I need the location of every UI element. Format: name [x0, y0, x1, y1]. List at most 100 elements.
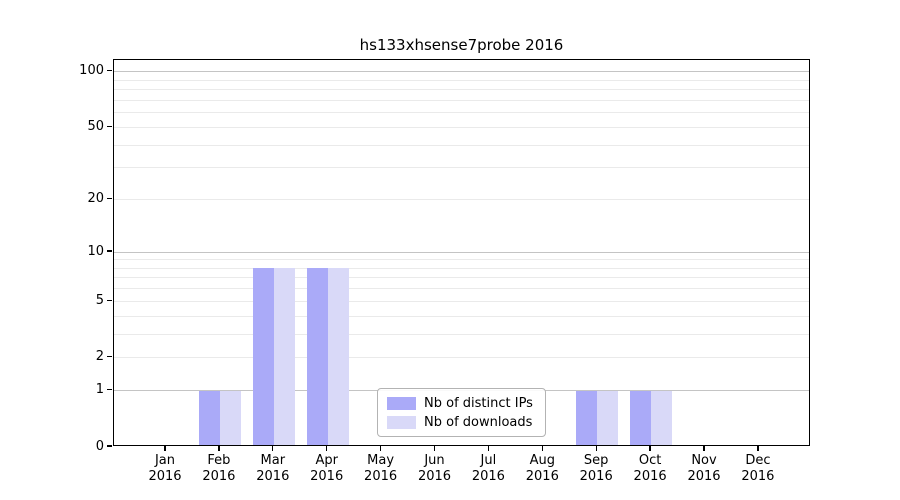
x-tick-year: 2016 [687, 469, 721, 484]
y-tick-label-5: 5 [95, 292, 104, 308]
x-tick-mark-jan [164, 446, 166, 451]
x-tick-month: Jan [154, 453, 176, 468]
x-tick-year: 2016 [579, 469, 613, 484]
minor-gridline-70 [114, 99, 809, 101]
minor-gridline-50 [114, 126, 809, 128]
x-tick-month: Nov [691, 453, 717, 468]
x-tick-year: 2016 [310, 469, 344, 484]
y-tick-label-20: 20 [87, 190, 104, 206]
y-tick-label-1: 1 [95, 382, 104, 398]
legend-entry-downloads: Nb of downloads [387, 415, 545, 430]
x-tick-mark-jun [433, 446, 436, 451]
x-tick-label-nov: Nov 2016 [676, 453, 732, 485]
y-tick-label-2: 2 [95, 349, 104, 365]
y-tick-label-100: 100 [79, 63, 104, 79]
y-tick-mark-5 [107, 299, 112, 301]
x-tick-mark-nov [703, 446, 705, 451]
x-tick-label-may: May 2016 [353, 453, 409, 485]
x-tick-year: 2016 [471, 469, 505, 484]
minor-gridline-9 [114, 259, 809, 261]
x-tick-label-jul: Jul 2016 [460, 453, 516, 485]
x-tick-mark-jul [487, 446, 490, 451]
minor-gridline-90 [114, 79, 809, 81]
major-gridline-10 [114, 251, 809, 253]
x-tick-label-jun: Jun 2016 [407, 453, 463, 485]
x-tick-month: Jul [480, 453, 497, 468]
bar-oct-nb-of-downloads [651, 390, 673, 445]
x-tick-month: Oct [638, 453, 662, 468]
minor-gridline-30 [114, 167, 809, 169]
chart-title: hs133xhsense7probe 2016 [359, 36, 564, 54]
x-tick-mark-may [379, 446, 382, 451]
legend-label-distinct-ips: Nb of distinct IPs [424, 395, 533, 411]
x-tick-label-feb: Feb 2016 [191, 453, 247, 485]
y-tick-mark-100 [107, 70, 112, 72]
x-tick-mark-dec [757, 446, 759, 451]
bar-mar-nb-of-downloads [273, 268, 295, 445]
x-tick-label-sep: Sep 2016 [568, 453, 624, 485]
bar-sep-nb-of-downloads [597, 390, 619, 445]
minor-gridline-2 [114, 357, 809, 359]
x-tick-mark-feb [218, 446, 220, 451]
legend-swatch-downloads [387, 415, 416, 429]
y-tick-mark-20 [107, 197, 112, 200]
x-tick-year: 2016 [364, 469, 398, 484]
bar-apr-nb-of-distinct-ips [306, 268, 328, 445]
x-tick-year: 2016 [148, 469, 182, 484]
x-tick-month: Aug [529, 453, 555, 468]
y-tick-mark-50 [107, 125, 112, 127]
y-tick-label-0: 0 [95, 438, 104, 454]
legend-entry-distinct-ips: Nb of distinct IPs [387, 396, 545, 411]
minor-gridline-40 [114, 144, 809, 146]
minor-gridline-4 [114, 315, 809, 317]
x-tick-mark-mar [272, 446, 274, 451]
x-tick-month: Dec [745, 453, 771, 468]
x-tick-label-apr: Apr 2016 [299, 453, 355, 485]
x-tick-label-mar: Mar 2016 [245, 453, 301, 485]
y-tick-mark-10 [107, 250, 112, 252]
minor-gridline-80 [114, 89, 809, 91]
legend-swatch-distinct-ips [387, 396, 416, 410]
x-tick-label-dec: Dec 2016 [730, 453, 786, 485]
x-tick-mark-sep [595, 446, 597, 451]
x-tick-mark-oct [649, 446, 651, 451]
bar-oct-nb-of-distinct-ips [630, 390, 652, 445]
minor-gridline-20 [114, 198, 809, 200]
legend: Nb of distinct IPs Nb of downloads [377, 388, 546, 437]
x-tick-year: 2016 [633, 469, 667, 484]
minor-gridline-7 [114, 277, 809, 279]
y-tick-mark-2 [107, 356, 112, 358]
minor-gridline-6 [114, 288, 809, 290]
x-tick-month: Sep [583, 453, 609, 468]
x-tick-year: 2016 [525, 469, 559, 484]
x-tick-label-jan: Jan 2016 [137, 453, 193, 485]
bar-feb-nb-of-downloads [219, 390, 241, 445]
x-tick-year: 2016 [256, 469, 290, 484]
x-tick-label-oct: Oct 2016 [622, 453, 678, 485]
x-tick-mark-aug [541, 446, 543, 451]
y-tick-label-50: 50 [87, 118, 104, 134]
minor-gridline-8 [114, 267, 809, 269]
x-tick-label-aug: Aug 2016 [514, 453, 570, 485]
minor-gridline-60 [114, 112, 809, 114]
x-tick-month: Mar [260, 453, 286, 468]
y-tick-label-10: 10 [87, 243, 104, 259]
x-tick-year: 2016 [741, 469, 775, 484]
x-tick-month: Jun [424, 453, 445, 468]
bar-apr-nb-of-downloads [327, 268, 349, 445]
x-tick-mark-apr [326, 446, 328, 451]
bar-feb-nb-of-distinct-ips [198, 390, 220, 445]
major-gridline-100 [114, 71, 809, 73]
x-tick-year: 2016 [202, 469, 236, 484]
bar-sep-nb-of-distinct-ips [576, 390, 598, 445]
plot-area [113, 59, 810, 446]
y-tick-mark-1 [107, 388, 112, 391]
minor-gridline-5 [114, 300, 809, 302]
x-tick-year: 2016 [417, 469, 452, 484]
legend-label-downloads: Nb of downloads [424, 414, 533, 430]
minor-gridline-3 [114, 333, 809, 335]
x-tick-month: Apr [315, 453, 338, 468]
x-tick-month: Feb [207, 453, 231, 468]
bar-mar-nb-of-distinct-ips [252, 268, 274, 445]
